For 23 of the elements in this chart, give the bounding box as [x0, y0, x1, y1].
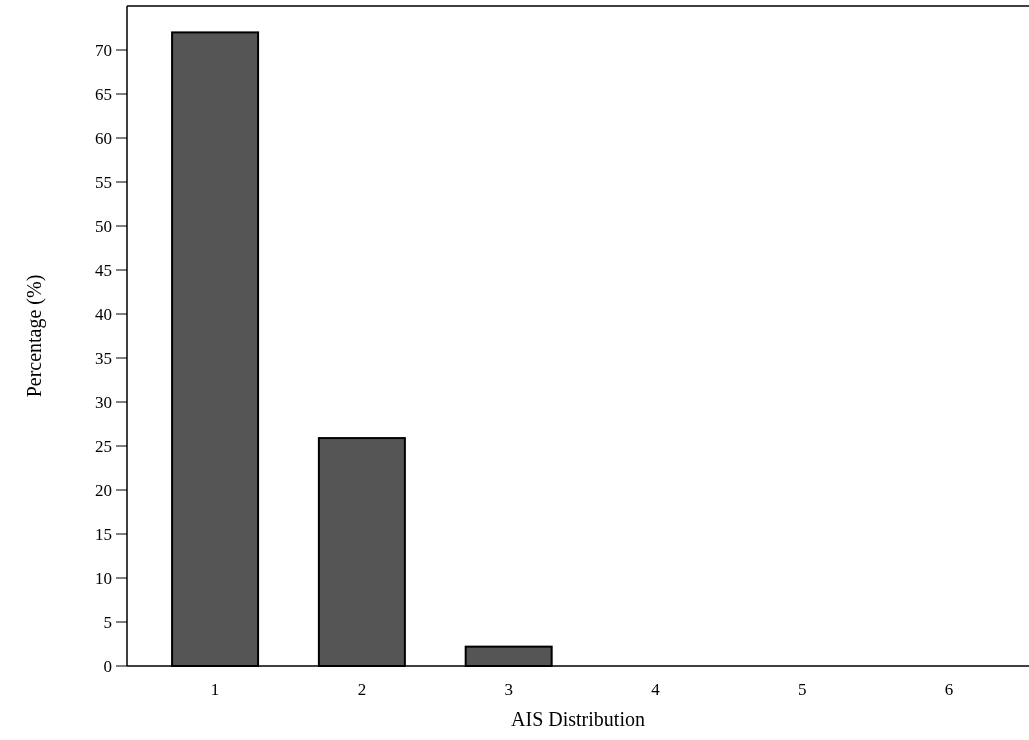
y-axis-title: Percentage (%) [23, 274, 46, 398]
y-tick-label: 40 [95, 304, 112, 324]
x-tick-label: 1 [210, 679, 220, 699]
y-tick-label: 5 [103, 612, 112, 632]
x-tick-label: 6 [944, 679, 954, 699]
y-tick-label: 30 [95, 392, 112, 412]
y-tick-label: 25 [95, 436, 112, 456]
y-tick-label: 45 [95, 260, 112, 280]
y-tick-label: 20 [95, 480, 112, 500]
y-tick-label: 0 [103, 656, 112, 676]
x-tick-label: 2 [357, 679, 367, 699]
y-tick-label: 65 [95, 84, 112, 104]
y-tick-label: 50 [95, 216, 112, 236]
y-tick-label: 35 [95, 348, 112, 368]
x-axis-title: AIS Distribution [511, 708, 645, 730]
x-tick-label: 4 [651, 679, 661, 699]
y-tick-label: 10 [95, 568, 112, 588]
y-tick-label: 15 [95, 524, 112, 544]
x-tick-label: 5 [798, 679, 807, 699]
y-tick-label: 60 [95, 128, 112, 148]
x-tick-label: 3 [504, 679, 513, 699]
y-tick-label: 55 [95, 172, 112, 192]
y-tick-label: 70 [95, 40, 112, 60]
